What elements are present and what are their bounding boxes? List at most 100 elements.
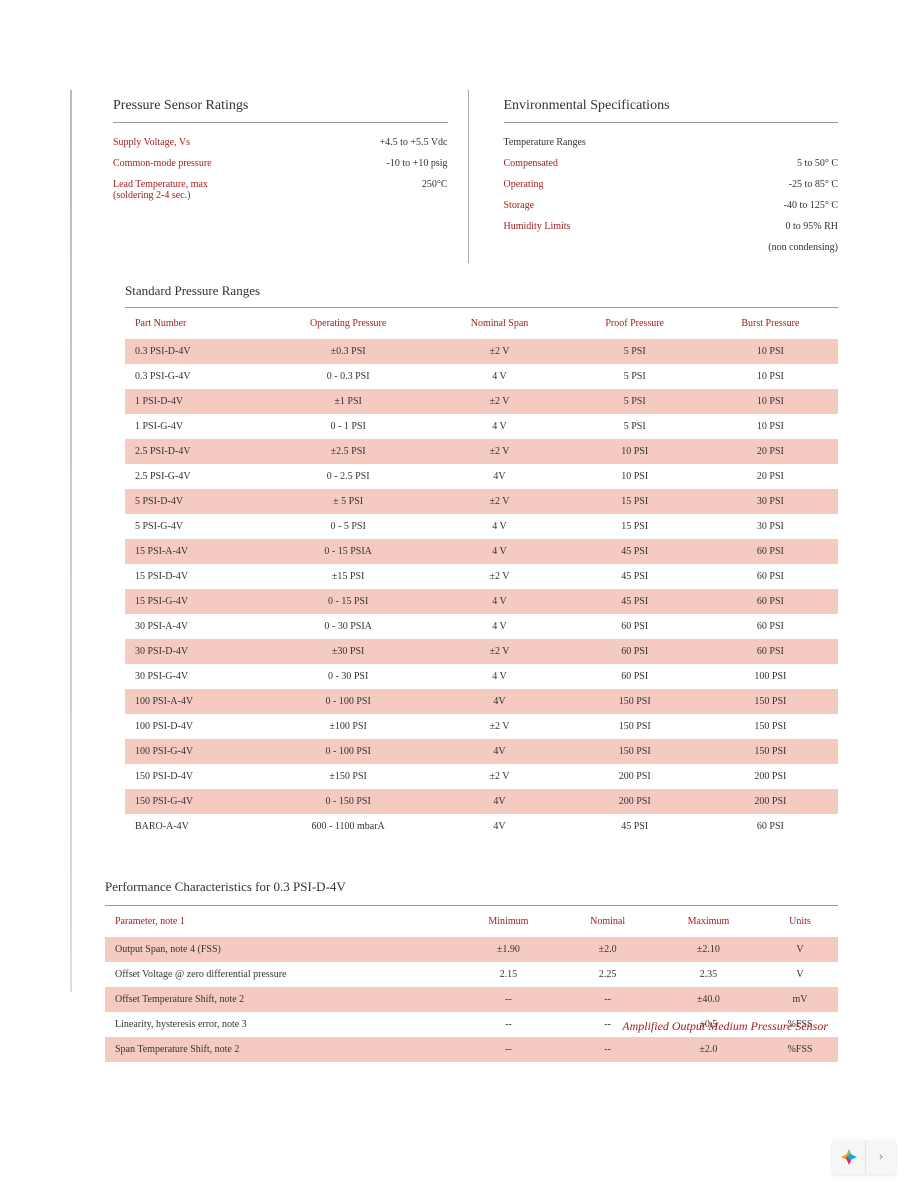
table-row: 30 PSI-A-4V0 - 30 PSIA4 V60 PSI60 PSI <box>125 614 838 639</box>
table-cell: ±0.3 PSI <box>264 339 433 364</box>
nav-next-button[interactable]: › <box>866 1140 896 1174</box>
table-row: 1 PSI-D-4V±1 PSI±2 V5 PSI10 PSI <box>125 389 838 414</box>
table-cell: 60 PSI <box>703 539 838 564</box>
table-cell: 10 PSI <box>703 414 838 439</box>
table-cell: %FSS <box>762 1037 838 1062</box>
env-title: Environmental Specifications <box>504 98 839 123</box>
table-cell: 60 PSI <box>703 564 838 589</box>
table-cell: ±2.0 <box>655 1037 762 1062</box>
env-value: 0 to 95% RH <box>786 221 839 232</box>
table-cell: 5 PSI <box>567 339 703 364</box>
table-cell: 5 PSI <box>567 389 703 414</box>
table-cell: 150 PSI <box>567 689 703 714</box>
table-row: 150 PSI-D-4V±150 PSI±2 V200 PSI200 PSI <box>125 764 838 789</box>
ratings-label: Supply Voltage, Vs <box>113 137 190 148</box>
table-cell: 0.3 PSI-G-4V <box>125 364 264 389</box>
table-header: Part Number <box>125 308 264 339</box>
env-section: Environmental Specifications Temperature… <box>469 90 859 263</box>
table-cell: 20 PSI <box>703 464 838 489</box>
table-cell: 0 - 30 PSI <box>264 664 433 689</box>
table-cell: 0 - 15 PSIA <box>264 539 433 564</box>
table-header: Burst Pressure <box>703 308 838 339</box>
table-cell: 10 PSI <box>703 389 838 414</box>
table-row: 30 PSI-D-4V±30 PSI±2 V60 PSI60 PSI <box>125 639 838 664</box>
ratings-label: Lead Temperature, max (soldering 2-4 sec… <box>113 179 208 201</box>
table-cell: 150 PSI <box>567 739 703 764</box>
table-cell: ± 5 PSI <box>264 489 433 514</box>
table-cell: 150 PSI <box>567 714 703 739</box>
table-cell: 15 PSI <box>567 489 703 514</box>
table-cell: 4 V <box>432 664 566 689</box>
table-cell: 4 V <box>432 589 566 614</box>
table-cell: 4 V <box>432 364 566 389</box>
env-row: Humidity Limits0 to 95% RH <box>504 221 839 232</box>
ratings-title: Pressure Sensor Ratings <box>113 98 448 123</box>
table-header: Nominal <box>560 906 655 937</box>
table-cell: -- <box>456 1037 560 1062</box>
table-row: 15 PSI-A-4V0 - 15 PSIA4 V45 PSI60 PSI <box>125 539 838 564</box>
table-cell: ±2.5 PSI <box>264 439 433 464</box>
table-cell: -- <box>456 987 560 1012</box>
table-cell: 5 PSI <box>567 364 703 389</box>
table-cell: 4V <box>432 464 566 489</box>
table-row: 2.5 PSI-D-4V±2.5 PSI±2 V10 PSI20 PSI <box>125 439 838 464</box>
table-cell: 100 PSI-G-4V <box>125 739 264 764</box>
table-cell: ±2.0 <box>560 937 655 962</box>
table-cell: 200 PSI <box>703 764 838 789</box>
table-cell: 2.5 PSI-G-4V <box>125 464 264 489</box>
env-value: -25 to 85° C <box>789 179 838 190</box>
table-cell: 0 - 2.5 PSI <box>264 464 433 489</box>
table-row: 15 PSI-G-4V0 - 15 PSI4 V45 PSI60 PSI <box>125 589 838 614</box>
table-cell: 5 PSI <box>567 414 703 439</box>
table-cell: 0 - 5 PSI <box>264 514 433 539</box>
nav-logo-icon[interactable] <box>832 1140 866 1174</box>
table-row: 30 PSI-G-4V0 - 30 PSI4 V60 PSI100 PSI <box>125 664 838 689</box>
table-cell: 5 PSI-G-4V <box>125 514 264 539</box>
table-cell: ±1 PSI <box>264 389 433 414</box>
table-cell: 4 V <box>432 614 566 639</box>
table-row: 0.3 PSI-G-4V0 - 0.3 PSI4 V5 PSI10 PSI <box>125 364 838 389</box>
table-row: Output Span, note 4 (FSS)±1.90±2.0±2.10V <box>105 937 838 962</box>
env-label: Compensated <box>504 158 558 169</box>
table-cell: 10 PSI <box>567 439 703 464</box>
env-row: Storage-40 to 125° C <box>504 200 839 211</box>
table-cell: 20 PSI <box>703 439 838 464</box>
table-cell: Offset Voltage @ zero differential press… <box>105 962 456 987</box>
table-cell: 60 PSI <box>703 614 838 639</box>
ratings-value: +4.5 to +5.5 Vdc <box>379 137 447 148</box>
table-cell: -- <box>456 1012 560 1037</box>
table-cell: Offset Temperature Shift, note 2 <box>105 987 456 1012</box>
table-cell: 30 PSI-A-4V <box>125 614 264 639</box>
env-row: Operating -25 to 85° C <box>504 179 839 190</box>
table-row: Offset Temperature Shift, note 2----±40.… <box>105 987 838 1012</box>
env-label: Operating <box>504 179 544 190</box>
ranges-section: Standard Pressure Ranges Part NumberOper… <box>85 283 858 839</box>
table-cell: 15 PSI-G-4V <box>125 589 264 614</box>
table-cell: 30 PSI-G-4V <box>125 664 264 689</box>
table-cell: ±2 V <box>432 764 566 789</box>
table-cell: 0 - 1 PSI <box>264 414 433 439</box>
table-cell: ±150 PSI <box>264 764 433 789</box>
table-cell: 30 PSI <box>703 514 838 539</box>
table-cell: 2.5 PSI-D-4V <box>125 439 264 464</box>
ratings-row: Lead Temperature, max (soldering 2-4 sec… <box>113 179 448 201</box>
table-row: 2.5 PSI-G-4V0 - 2.5 PSI4V10 PSI20 PSI <box>125 464 838 489</box>
table-cell: ±30 PSI <box>264 639 433 664</box>
table-cell: 200 PSI <box>703 789 838 814</box>
table-cell: 60 PSI <box>567 614 703 639</box>
table-header: Maximum <box>655 906 762 937</box>
table-cell: 0 - 0.3 PSI <box>264 364 433 389</box>
table-cell: 45 PSI <box>567 814 703 839</box>
table-row: 15 PSI-D-4V±15 PSI±2 V45 PSI60 PSI <box>125 564 838 589</box>
table-row: 5 PSI-D-4V± 5 PSI±2 V15 PSI30 PSI <box>125 489 838 514</box>
table-cell: V <box>762 937 838 962</box>
table-cell: 4V <box>432 789 566 814</box>
table-cell: 1 PSI-G-4V <box>125 414 264 439</box>
ratings-value: 250°C <box>422 179 448 190</box>
table-cell: ±2 V <box>432 639 566 664</box>
table-cell: 150 PSI-G-4V <box>125 789 264 814</box>
table-row: 100 PSI-A-4V0 - 100 PSI4V150 PSI150 PSI <box>125 689 838 714</box>
ratings-label: Common-mode pressure <box>113 158 212 169</box>
chevron-right-icon: › <box>879 1149 884 1165</box>
table-cell: 200 PSI <box>567 764 703 789</box>
